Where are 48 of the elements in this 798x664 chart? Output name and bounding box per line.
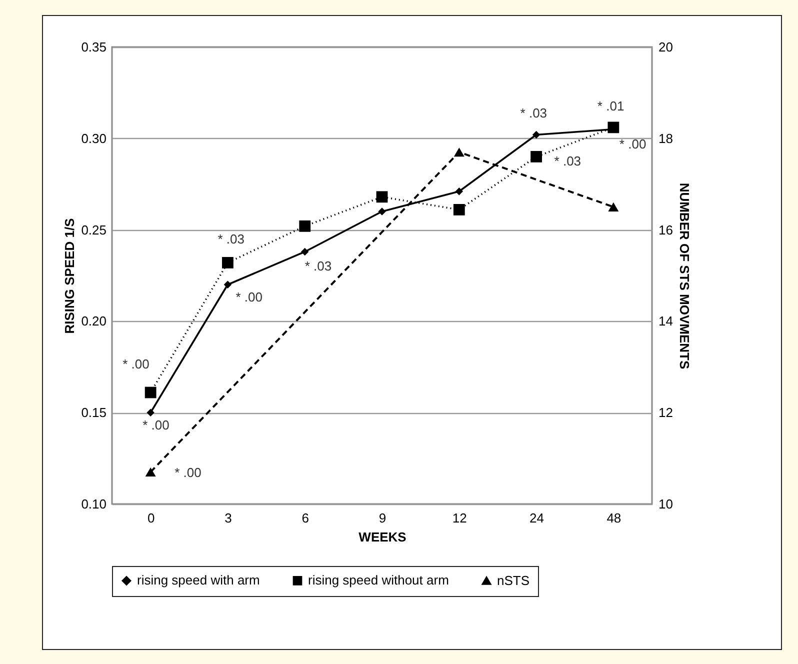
- point: [144, 386, 156, 398]
- annotation: * .03: [520, 106, 548, 121]
- annotation: * .00: [619, 136, 646, 152]
- point: [299, 220, 311, 232]
- y-axis-title: RISING SPEED 1/S: [62, 218, 78, 334]
- point: [608, 122, 620, 134]
- x-tick-label: 6: [302, 510, 309, 526]
- point: [530, 150, 542, 162]
- point: [455, 188, 464, 196]
- point: [378, 208, 386, 216]
- annotation: * .00: [174, 464, 202, 480]
- point: [532, 130, 540, 139]
- x-tick-label: 0: [147, 510, 155, 526]
- x-tick-label: 9: [378, 510, 386, 526]
- annotation: * .00: [236, 290, 262, 305]
- annotation: * .03: [554, 154, 582, 169]
- point: [222, 257, 234, 268]
- x-tick-label: 24: [530, 510, 544, 526]
- y-tick-label: 0.30: [81, 130, 106, 146]
- point: [453, 204, 465, 216]
- y-tick-label: 0.25: [81, 222, 106, 238]
- annotation: * .01: [597, 98, 624, 114]
- annotation: * .03: [218, 232, 244, 247]
- x-axis-title: WEEKS: [358, 530, 407, 544]
- legend-label: rising speed with arm: [137, 572, 260, 588]
- y-tick-label: 0.35: [81, 40, 106, 54]
- y-tick-label: 0.10: [81, 496, 106, 512]
- point: [146, 408, 154, 416]
- y2-tick-label: 12: [658, 405, 673, 420]
- legend-label: rising speed without arm: [308, 572, 449, 588]
- y-tick-label: 0.15: [81, 405, 106, 420]
- y2-tick-label: 18: [658, 130, 673, 146]
- x-tick-label: 3: [224, 510, 232, 526]
- x-tick-label: 48: [606, 510, 622, 526]
- point: [224, 280, 232, 289]
- annotation: * .00: [142, 418, 170, 433]
- point: [376, 191, 388, 203]
- annotation: * .00: [122, 356, 150, 372]
- y2-tick-label: 10: [658, 496, 673, 512]
- y-tick-label: 0.20: [81, 314, 106, 329]
- legend-label: nSTS: [497, 572, 530, 588]
- x-tick-label: 12: [452, 510, 467, 526]
- y2-tick-label: 16: [658, 222, 673, 238]
- annotation: * .03: [304, 258, 332, 274]
- point: [300, 248, 309, 256]
- y2-tick-label: 14: [658, 314, 673, 329]
- y2-axis-title: NUMBER OF STS MOVMENTS: [676, 182, 692, 370]
- y2-tick-label: 20: [658, 40, 673, 54]
